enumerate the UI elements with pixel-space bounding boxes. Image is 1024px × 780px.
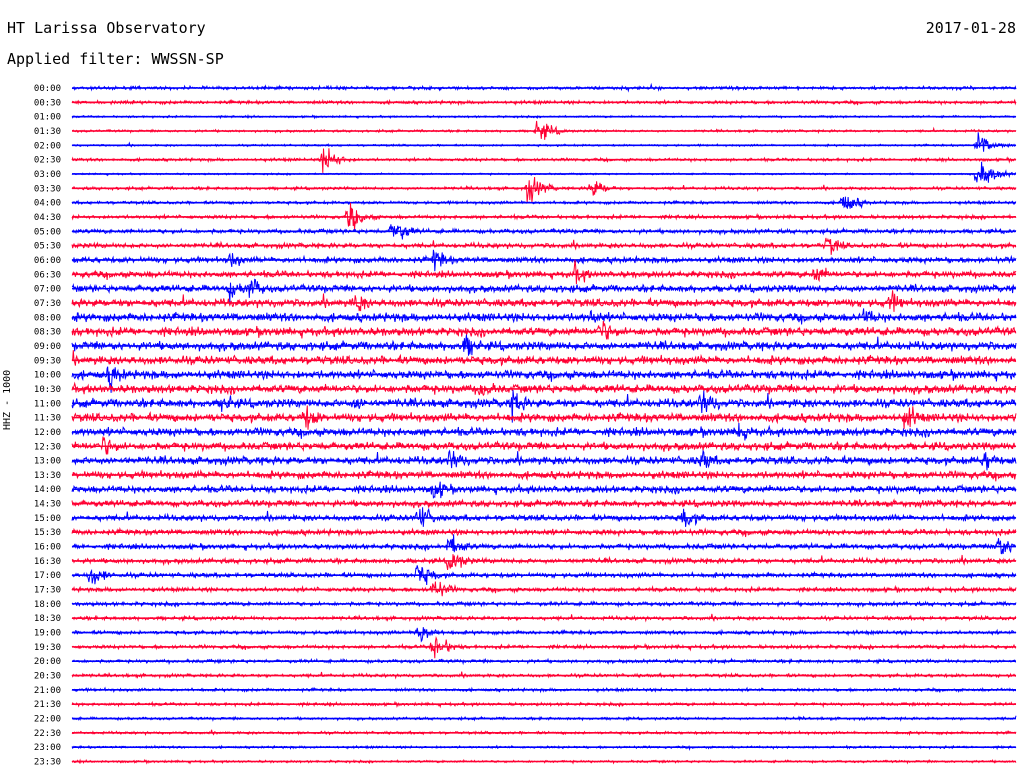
row-label-1900: 19:00 (34, 629, 61, 639)
trace-row-0330 (71, 176, 1017, 203)
trace-row-0700 (71, 278, 1017, 303)
row-label-2230: 22:30 (34, 729, 61, 739)
row-label-1330: 13:30 (34, 471, 61, 481)
row-label-0930: 09:30 (34, 356, 61, 366)
time-axis-labels: 00:00 00:30 01:00 01:30 02:00 02:30 03:00 03:30… (34, 84, 61, 768)
row-label-1600: 16:00 (34, 543, 61, 553)
trace-row-0930 (71, 350, 1017, 367)
row-label-1830: 18:30 (34, 614, 61, 624)
trace-row-1500 (71, 507, 1017, 527)
record-date: 2017-01-28 (925, 19, 1016, 37)
row-label-0030: 00:30 (34, 98, 61, 108)
trace-row-1300 (71, 449, 1017, 471)
row-label-1800: 18:00 (34, 600, 61, 610)
trace-row-0600 (71, 249, 1017, 272)
trace-row-1830 (71, 613, 1017, 623)
row-label-2330: 23:30 (34, 758, 61, 768)
row-label-0400: 04:00 (34, 199, 61, 209)
row-label-1500: 15:00 (34, 514, 61, 524)
row-label-0830: 08:30 (34, 328, 61, 338)
trace-row-1630 (71, 554, 1017, 570)
row-label-1430: 14:30 (34, 500, 61, 510)
row-label-2000: 20:00 (34, 657, 61, 667)
trace-row-1430 (71, 498, 1017, 509)
row-label-0700: 07:00 (34, 285, 61, 295)
row-label-0630: 06:30 (34, 270, 61, 280)
row-label-1200: 12:00 (34, 428, 61, 438)
row-label-2130: 21:30 (34, 700, 61, 710)
trace-row-1900 (71, 627, 1017, 643)
row-label-0330: 03:30 (34, 184, 61, 194)
row-label-0900: 09:00 (34, 342, 61, 352)
row-label-0730: 07:30 (34, 299, 61, 309)
row-label-2300: 23:00 (34, 743, 61, 753)
row-label-2100: 21:00 (34, 686, 61, 696)
row-label-0200: 02:00 (34, 141, 61, 151)
row-label-0500: 05:00 (34, 227, 61, 237)
row-label-0600: 06:00 (34, 256, 61, 266)
row-label-1630: 16:30 (34, 557, 61, 567)
trace-row-0430 (71, 202, 1017, 230)
row-label-1930: 19:30 (34, 643, 61, 653)
row-label-0300: 03:00 (34, 170, 61, 180)
filter-label: Applied filter: WWSSN-SP (7, 50, 224, 68)
row-label-0230: 02:30 (34, 156, 61, 166)
trace-row-1930 (71, 635, 1017, 659)
row-label-1730: 17:30 (34, 586, 61, 596)
station-title: HT Larissa Observatory (7, 19, 206, 37)
trace-row-0830 (71, 320, 1017, 340)
trace-row-1130 (71, 405, 1017, 430)
row-label-1400: 14:00 (34, 485, 61, 495)
row-label-0000: 00:00 (34, 84, 61, 94)
row-label-1300: 13:00 (34, 457, 61, 467)
row-label-1230: 12:30 (34, 442, 61, 452)
row-label-2200: 22:00 (34, 715, 61, 725)
row-label-1030: 10:30 (34, 385, 61, 395)
row-label-1530: 15:30 (34, 528, 61, 538)
row-label-2030: 20:30 (34, 672, 61, 682)
trace-row-0800 (71, 308, 1017, 325)
row-label-0530: 05:30 (34, 242, 61, 252)
trace-row-0230 (71, 148, 1017, 173)
trace-row-0300 (71, 161, 1017, 183)
row-label-0130: 01:30 (34, 127, 61, 137)
trace-row-1600 (71, 534, 1017, 555)
row-label-1130: 11:30 (34, 414, 61, 424)
row-label-1000: 10:00 (34, 371, 61, 381)
trace-row-2030 (71, 671, 1017, 680)
seismogram-traces (71, 82, 1017, 765)
trace-row-0730 (71, 290, 1017, 312)
row-label-1100: 11:00 (34, 399, 61, 409)
trace-row-1330 (71, 468, 1017, 482)
row-label-0100: 01:00 (34, 113, 61, 123)
trace-row-1000 (71, 366, 1017, 393)
trace-row-0500 (71, 224, 1017, 240)
row-label-0430: 04:30 (34, 213, 61, 223)
row-label-1700: 17:00 (34, 571, 61, 581)
row-label-0800: 08:00 (34, 313, 61, 323)
